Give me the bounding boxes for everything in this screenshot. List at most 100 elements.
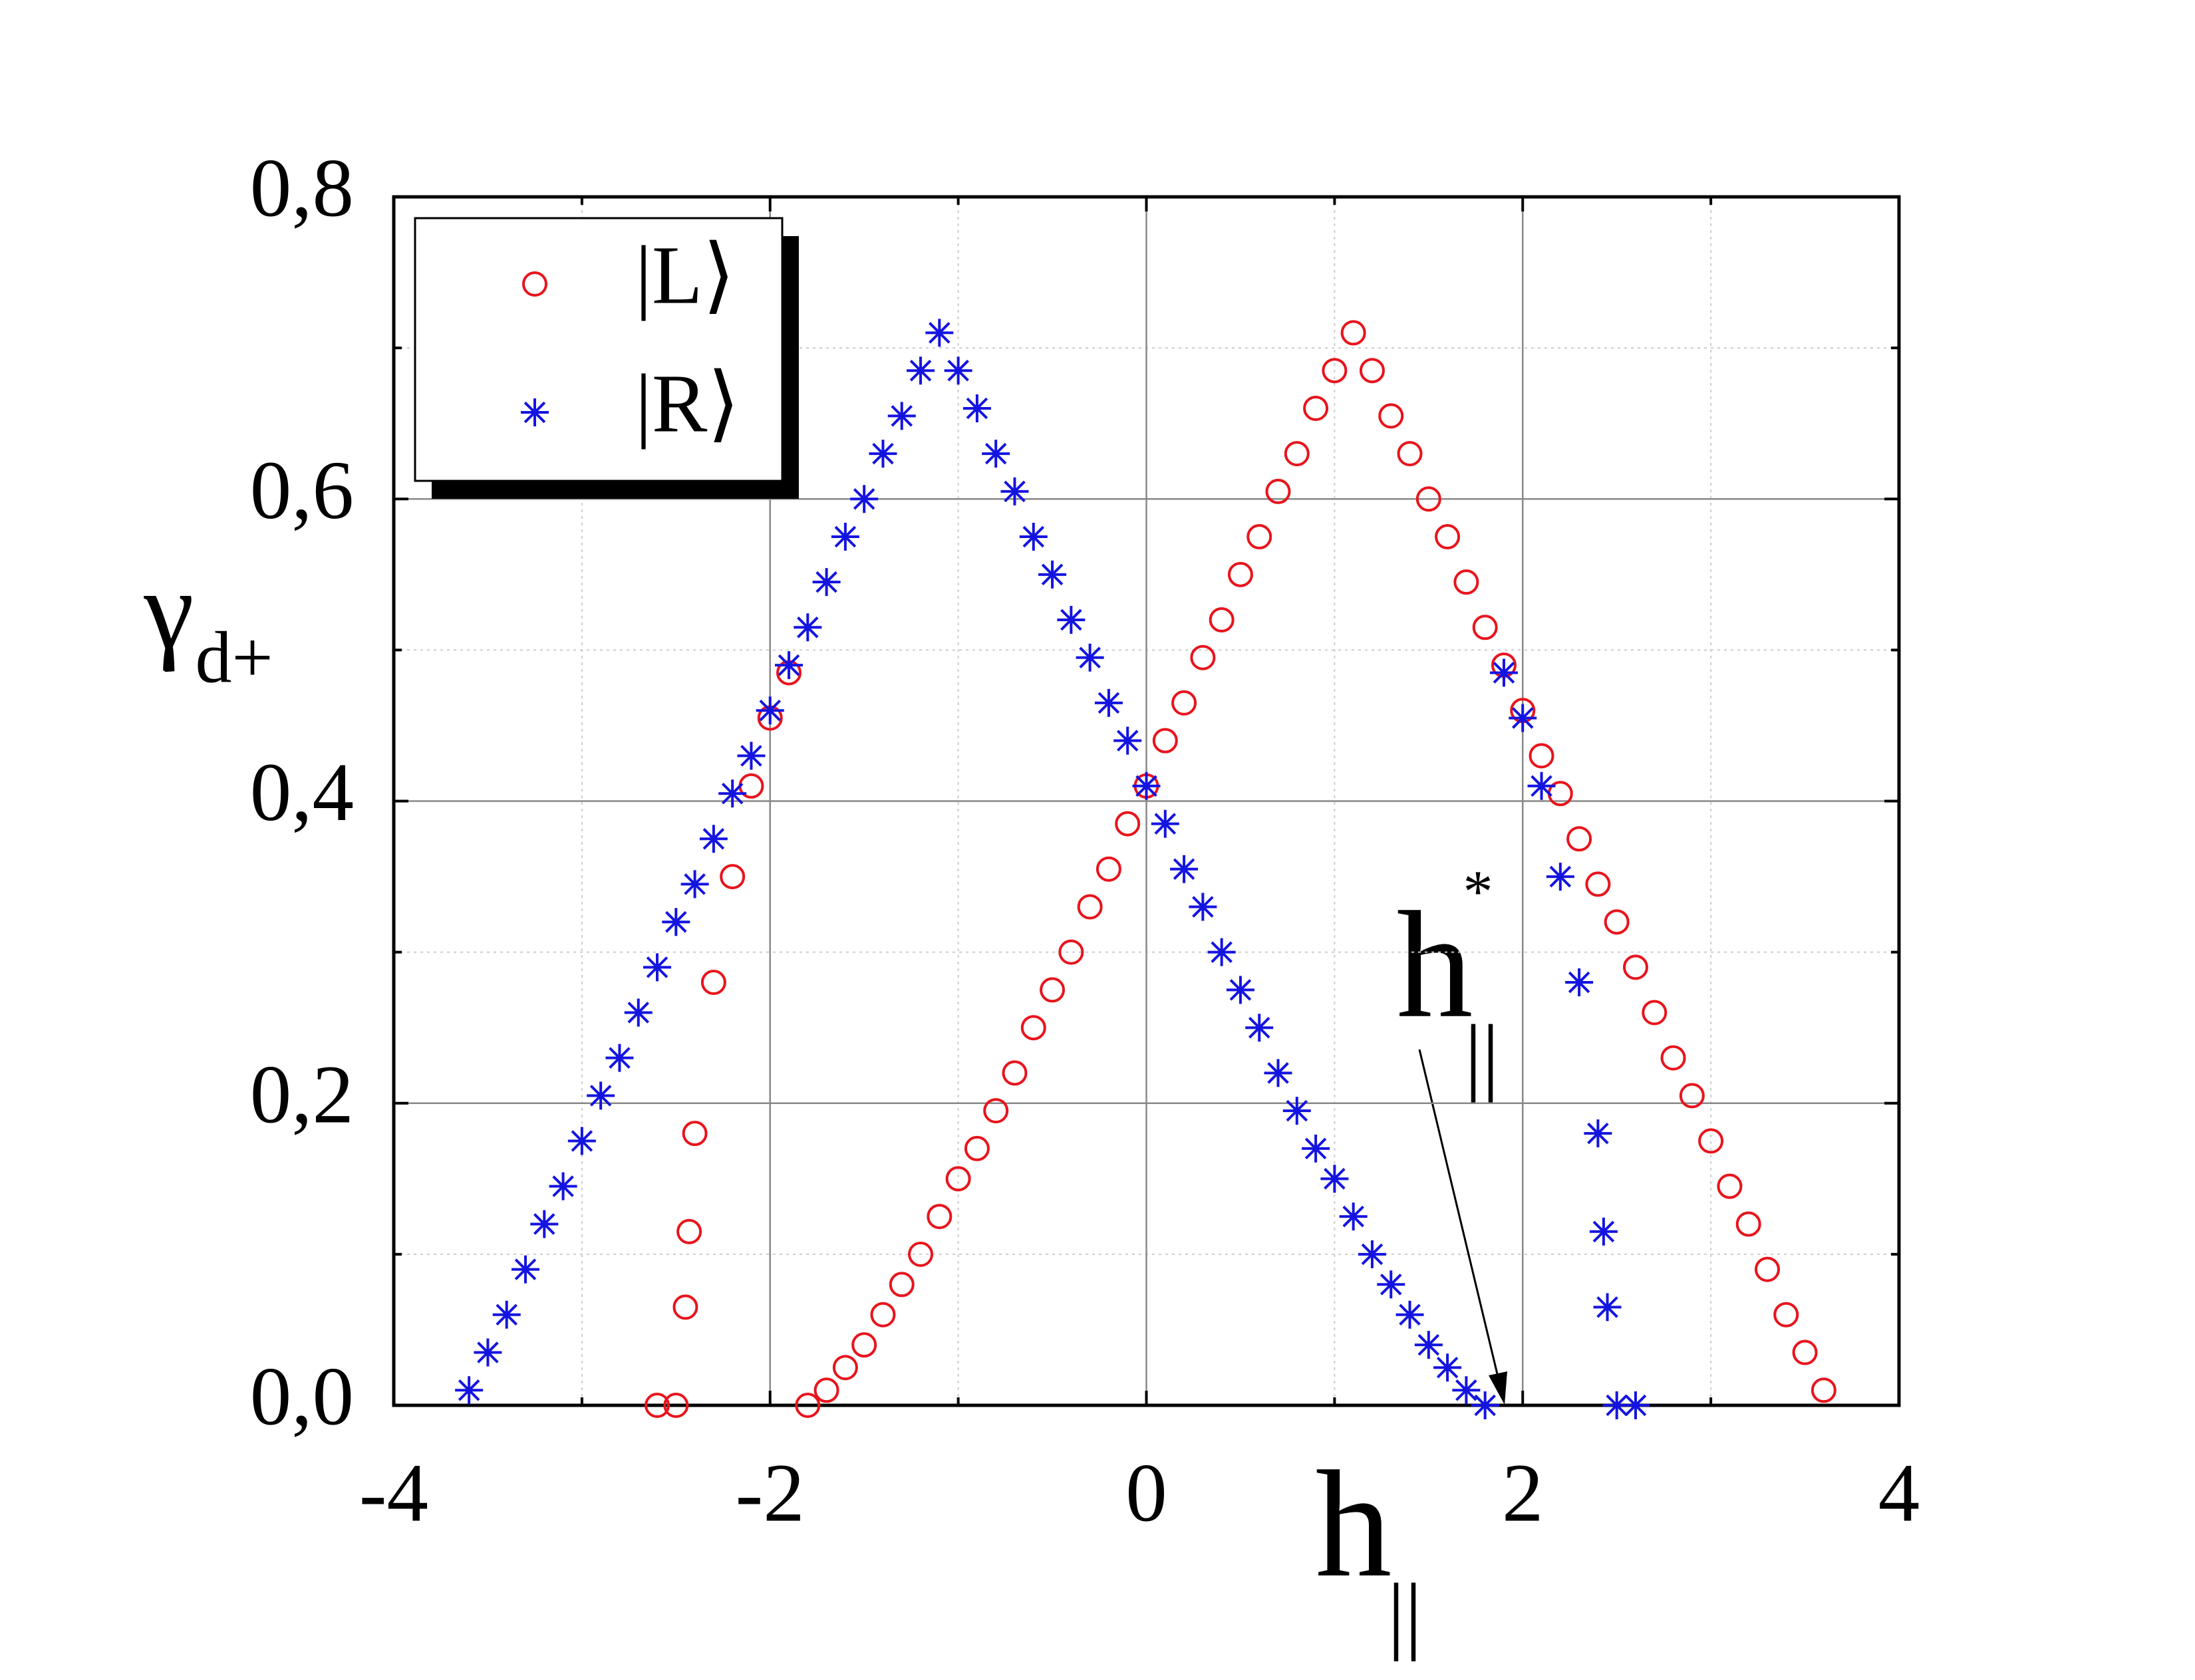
marker-star — [605, 1044, 634, 1072]
legend-box — [414, 217, 784, 482]
marker-star — [1000, 477, 1029, 505]
marker-star — [1565, 968, 1594, 997]
marker-star — [907, 356, 935, 385]
marker-circle — [1340, 320, 1366, 346]
marker-star — [1527, 771, 1556, 800]
marker-star — [925, 319, 954, 347]
y-tick-label: 0,6 — [250, 445, 354, 537]
marker-circle — [851, 1332, 877, 1358]
marker-star — [1593, 1293, 1622, 1322]
marker-circle — [700, 970, 726, 996]
marker-star — [831, 523, 859, 551]
marker-star — [1602, 1391, 1631, 1419]
marker-circle — [522, 271, 547, 297]
x-tick-label: -4 — [359, 1448, 428, 1540]
y-axis-label-sub: d+ — [195, 617, 273, 698]
marker-star — [624, 998, 653, 1027]
marker-circle — [1171, 690, 1197, 716]
marker-star — [492, 1300, 521, 1329]
x-tick-label: 2 — [1502, 1448, 1544, 1540]
marker-circle — [813, 1377, 839, 1403]
y-tick-label: 0,4 — [250, 747, 354, 839]
marker-star — [756, 696, 784, 725]
legend-label: |R⟩ — [635, 358, 740, 450]
marker-star — [794, 613, 822, 642]
marker-star — [1132, 771, 1161, 800]
marker-circle — [1002, 1060, 1028, 1086]
marker-star — [1589, 1217, 1618, 1246]
marker-circle — [1811, 1377, 1836, 1403]
marker-star — [643, 953, 672, 982]
legend-label: |L⟩ — [635, 230, 735, 322]
marker-circle — [1735, 1211, 1761, 1237]
marker-star — [850, 485, 879, 513]
marker-circle — [1246, 524, 1272, 550]
marker-star — [1264, 1059, 1292, 1087]
annotation-sub: || — [1465, 1008, 1499, 1103]
marker-circle — [645, 1393, 670, 1418]
x-tick-label: 0 — [1125, 1448, 1167, 1540]
marker-circle — [1698, 1128, 1724, 1154]
annotation-sup: * — [1463, 859, 1493, 925]
marker-star — [1245, 1014, 1274, 1042]
marker-circle — [889, 1272, 915, 1298]
marker-circle — [1190, 644, 1216, 670]
marker-star — [549, 1172, 577, 1200]
marker-star — [1489, 658, 1518, 687]
y-tick-label: 0,0 — [250, 1351, 354, 1443]
marker-star — [1433, 1353, 1462, 1382]
marker-circle — [1397, 441, 1423, 467]
marker-star — [699, 825, 728, 853]
marker-star — [1057, 605, 1086, 634]
marker-star — [587, 1081, 615, 1110]
marker-circle — [1303, 395, 1329, 421]
plot-frame — [392, 195, 1901, 1407]
marker-circle — [1566, 826, 1592, 852]
marker-star — [567, 1127, 596, 1155]
marker-star — [944, 356, 972, 385]
marker-circle — [1773, 1302, 1799, 1328]
marker-star — [887, 402, 916, 430]
marker-circle — [1209, 607, 1235, 632]
marker-star — [1358, 1240, 1386, 1268]
marker-circle — [870, 1302, 896, 1328]
marker-circle — [795, 1393, 821, 1418]
marker-circle — [1378, 403, 1404, 429]
marker-circle — [908, 1241, 934, 1267]
marker-star — [812, 568, 841, 597]
x-tick-label: 4 — [1878, 1448, 1920, 1540]
marker-circle — [1359, 358, 1385, 384]
marker-star — [1113, 726, 1142, 755]
marker-star — [1170, 855, 1199, 883]
marker-circle — [832, 1355, 858, 1381]
marker-circle — [1717, 1173, 1743, 1199]
marker-star — [1189, 893, 1217, 921]
marker-star — [662, 908, 690, 936]
marker-circle — [1660, 1045, 1686, 1071]
marker-circle — [1585, 871, 1611, 897]
marker-star — [1395, 1300, 1424, 1329]
marker-star — [737, 742, 766, 770]
marker-circle — [945, 1166, 971, 1192]
y-tick-label: 0,8 — [250, 143, 354, 235]
marker-circle — [663, 1393, 689, 1418]
marker-star — [1471, 1391, 1499, 1419]
marker-circle — [1152, 728, 1178, 754]
marker-star — [775, 651, 804, 680]
marker-star — [1339, 1202, 1368, 1231]
marker-star — [680, 870, 709, 899]
marker-star — [1377, 1270, 1405, 1299]
x-tick-label: -2 — [736, 1448, 805, 1540]
marker-circle — [1096, 856, 1121, 882]
marker-circle — [1679, 1083, 1705, 1109]
marker-star — [1509, 704, 1537, 732]
x-axis-label: h — [1316, 1439, 1392, 1609]
marker-star — [1226, 976, 1254, 1004]
marker-star — [869, 440, 897, 468]
marker-star — [521, 398, 549, 426]
marker-star — [1019, 523, 1048, 551]
marker-circle — [672, 1294, 698, 1320]
marker-star — [962, 394, 991, 422]
marker-circle — [1265, 478, 1291, 504]
marker-circle — [1642, 1000, 1668, 1026]
